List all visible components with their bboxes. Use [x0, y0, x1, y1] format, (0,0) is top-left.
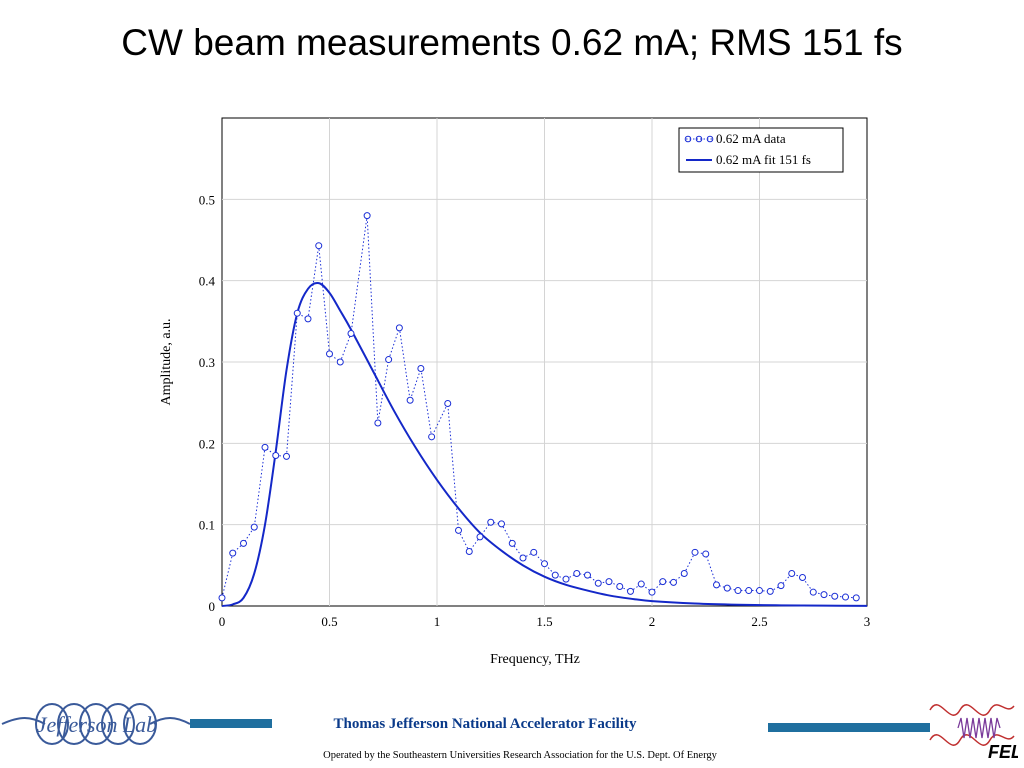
data-point — [777, 582, 785, 590]
data-point — [476, 533, 484, 541]
y-tick-label: 0.2 — [199, 436, 215, 451]
x-tick-label: 2.5 — [751, 614, 767, 629]
data-point — [283, 452, 290, 460]
data-point — [229, 549, 237, 557]
data-point — [406, 396, 414, 404]
data-point — [395, 324, 403, 332]
data-point — [799, 574, 806, 582]
data-point — [562, 575, 570, 583]
data-point — [455, 526, 462, 534]
ticks: 0 0.5 1 1.5 2 2.5 3 0 0.1 0.2 0.3 0.4 0.5 — [199, 192, 871, 629]
data-point — [766, 587, 774, 595]
fit-curve — [221, 281, 868, 607]
grid — [222, 118, 867, 606]
legend: 0.62 mA data 0.62 mA fit 151 fs — [678, 127, 844, 173]
data-point — [637, 580, 645, 588]
x-tick-label: 2 — [649, 614, 656, 629]
data-point — [508, 539, 516, 547]
data-point — [336, 358, 344, 366]
data-point — [756, 587, 763, 595]
data-point — [573, 569, 581, 577]
jefferson-lab-logo-graphic: Jefferson Lab — [1, 703, 191, 745]
data-point — [250, 523, 258, 531]
y-tick-label: 0 — [209, 599, 216, 614]
y-tick-label: 0.4 — [199, 274, 216, 289]
data-point — [385, 356, 393, 364]
data-point — [627, 587, 634, 595]
fel-logo-text: FEL — [988, 742, 1018, 762]
data-point — [363, 212, 371, 220]
x-tick-label: 1 — [434, 614, 441, 629]
data-point — [734, 587, 742, 595]
footer-accent-bar-left — [190, 719, 272, 728]
series-layer — [218, 212, 868, 607]
data-point — [272, 452, 280, 460]
data-point — [498, 520, 505, 528]
data-point — [218, 594, 226, 602]
data-point — [691, 548, 699, 556]
footer-accent-bar-right — [768, 723, 930, 732]
y-tick-label: 0.1 — [199, 518, 215, 533]
chart: 0 0.5 1 1.5 2 2.5 3 0 0.1 0.2 0.3 0.4 0.5 Frequency,… — [159, 117, 871, 667]
data-point — [417, 365, 425, 373]
data-point — [487, 518, 495, 526]
data-point — [293, 309, 301, 317]
slide-title: CW beam measurements 0.62 mA; RMS 151 fs — [121, 22, 903, 63]
data-point — [551, 571, 559, 579]
data-point — [326, 350, 333, 358]
data-point — [530, 548, 538, 556]
operated-by-text: Operated by the Southeastern Universitie… — [323, 750, 717, 761]
x-tick-label: 1.5 — [536, 614, 552, 629]
data-point — [842, 593, 849, 601]
data-point — [261, 443, 269, 451]
data-point — [702, 550, 710, 558]
data-point — [594, 579, 602, 587]
fel-logo: FEL — [929, 704, 1018, 762]
data-point — [680, 569, 688, 577]
data-point — [304, 315, 312, 323]
data-point — [648, 588, 656, 596]
data-point — [465, 548, 473, 556]
lab-name: Thomas Jefferson National Accelerator Fa… — [333, 716, 637, 732]
legend-data-marker — [684, 135, 692, 143]
x-tick-label: 0 — [219, 614, 226, 629]
data-point — [584, 571, 591, 579]
legend-label-fit: 0.62 mA fit 151 fs — [716, 152, 811, 167]
svg-text:Jefferson Lab: Jefferson Lab — [37, 712, 157, 737]
data-line — [221, 215, 857, 599]
jefferson-lab-logo: Jefferson Lab — [1, 703, 191, 745]
data-point — [374, 419, 382, 427]
legend-box — [678, 127, 844, 173]
data-point — [240, 539, 247, 547]
data-point — [347, 330, 355, 338]
legend-data-marker — [706, 135, 714, 143]
data-point — [820, 591, 828, 599]
data-point — [659, 578, 667, 586]
data-point — [745, 587, 753, 595]
data-point — [713, 581, 720, 589]
data-point — [616, 582, 624, 590]
data-point — [605, 578, 613, 586]
x-tick-label: 3 — [864, 614, 871, 629]
fel-logo-graphic: FEL — [929, 704, 1018, 762]
legend-label-data: 0.62 mA data — [716, 131, 786, 146]
y-tick-label: 0.3 — [199, 355, 215, 370]
y-axis-label: Amplitude, a.u. — [159, 318, 174, 405]
data-point — [852, 594, 860, 602]
x-axis-label: Frequency, THz — [490, 652, 580, 667]
data-point — [723, 584, 731, 592]
data-point — [428, 433, 436, 441]
data-point — [670, 578, 677, 586]
data-point — [809, 588, 817, 596]
data-point — [831, 592, 839, 600]
data-point — [444, 399, 452, 407]
data-point — [315, 242, 323, 250]
data-point — [519, 554, 527, 562]
data-point — [788, 569, 796, 577]
x-tick-label: 0.5 — [321, 614, 337, 629]
legend-data-marker — [695, 135, 703, 143]
data-point — [541, 560, 548, 568]
y-tick-label: 0.5 — [199, 192, 215, 207]
